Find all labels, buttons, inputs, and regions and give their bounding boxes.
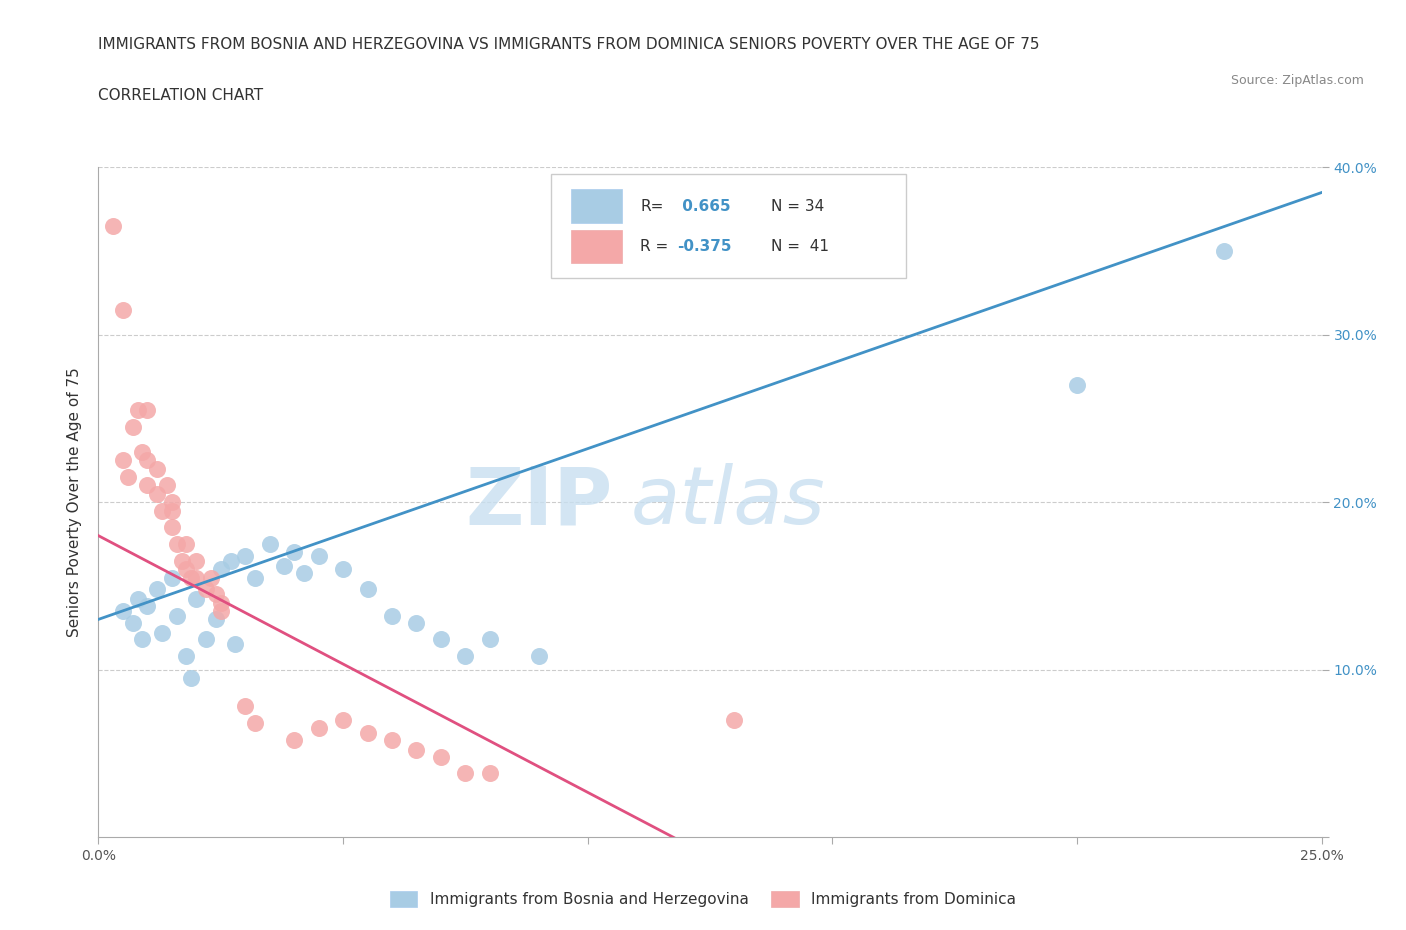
Point: [308, 549, 330, 564]
Y-axis label: Seniors Poverty Over the Age of 75: Seniors Poverty Over the Age of 75: [67, 367, 83, 637]
Point: [156, 478, 179, 493]
Point: [356, 725, 378, 740]
Text: R =: R =: [640, 239, 669, 254]
Point: [121, 616, 143, 631]
Point: [233, 549, 256, 564]
Point: [209, 604, 232, 618]
Legend: Immigrants from Bosnia and Herzegovina, Immigrants from Dominica: Immigrants from Bosnia and Herzegovina, …: [384, 884, 1022, 913]
Point: [131, 445, 153, 459]
Point: [219, 553, 242, 568]
Point: [195, 582, 218, 597]
Point: [292, 565, 315, 580]
Point: [160, 495, 183, 510]
Point: [131, 632, 153, 647]
Point: [283, 545, 305, 560]
Point: [259, 537, 281, 551]
Point: [454, 766, 477, 781]
Point: [478, 632, 501, 647]
Point: [200, 570, 222, 585]
Point: [1066, 378, 1088, 392]
Text: IMMIGRANTS FROM BOSNIA AND HERZEGOVINA VS IMMIGRANTS FROM DOMINICA SENIORS POVER: IMMIGRANTS FROM BOSNIA AND HERZEGOVINA V…: [98, 37, 1040, 52]
Point: [186, 591, 208, 606]
Point: [430, 750, 453, 764]
Text: N =  41: N = 41: [772, 239, 830, 254]
Point: [527, 649, 550, 664]
Point: [195, 632, 218, 647]
Point: [160, 503, 183, 518]
Point: [146, 582, 169, 597]
Point: [243, 570, 266, 585]
Point: [127, 403, 149, 418]
Point: [478, 766, 501, 781]
Point: [136, 478, 159, 493]
Point: [243, 716, 266, 731]
Point: [146, 486, 169, 501]
Point: [117, 470, 139, 485]
Point: [405, 742, 427, 757]
Point: [150, 503, 173, 518]
Point: [136, 599, 159, 614]
Point: [308, 721, 330, 736]
Point: [224, 637, 246, 652]
Point: [166, 537, 188, 551]
Point: [205, 612, 228, 627]
Point: [180, 570, 202, 585]
Point: [111, 302, 134, 317]
Point: [381, 733, 404, 748]
Point: [454, 649, 477, 664]
Point: [136, 403, 159, 418]
Text: CORRELATION CHART: CORRELATION CHART: [98, 88, 263, 103]
Point: [332, 562, 354, 577]
FancyBboxPatch shape: [571, 190, 621, 223]
Point: [166, 608, 188, 623]
Point: [233, 699, 256, 714]
Point: [101, 219, 124, 233]
Text: R=: R=: [640, 199, 664, 214]
Point: [136, 453, 159, 468]
Point: [111, 604, 134, 618]
Point: [146, 461, 169, 476]
Text: atlas: atlas: [630, 463, 825, 541]
Point: [205, 587, 228, 602]
FancyBboxPatch shape: [551, 174, 905, 278]
Point: [430, 632, 453, 647]
Point: [170, 553, 193, 568]
Point: [127, 591, 149, 606]
Point: [121, 419, 143, 434]
Point: [111, 453, 134, 468]
Point: [176, 537, 198, 551]
Point: [381, 608, 404, 623]
Point: [186, 553, 208, 568]
Point: [176, 562, 198, 577]
Point: [160, 520, 183, 535]
Point: [273, 558, 295, 573]
Text: 0.665: 0.665: [678, 199, 731, 214]
Point: [723, 712, 745, 727]
Point: [283, 733, 305, 748]
Text: N = 34: N = 34: [772, 199, 824, 214]
Text: Source: ZipAtlas.com: Source: ZipAtlas.com: [1230, 74, 1364, 87]
Point: [1212, 244, 1234, 259]
Point: [356, 582, 378, 597]
Point: [332, 712, 354, 727]
Point: [150, 625, 173, 640]
Point: [209, 562, 232, 577]
Point: [180, 671, 202, 685]
Point: [405, 616, 427, 631]
Text: -0.375: -0.375: [678, 239, 731, 254]
FancyBboxPatch shape: [571, 230, 621, 263]
Point: [160, 570, 183, 585]
Point: [186, 570, 208, 585]
Point: [209, 595, 232, 610]
Point: [176, 649, 198, 664]
Text: ZIP: ZIP: [465, 463, 612, 541]
